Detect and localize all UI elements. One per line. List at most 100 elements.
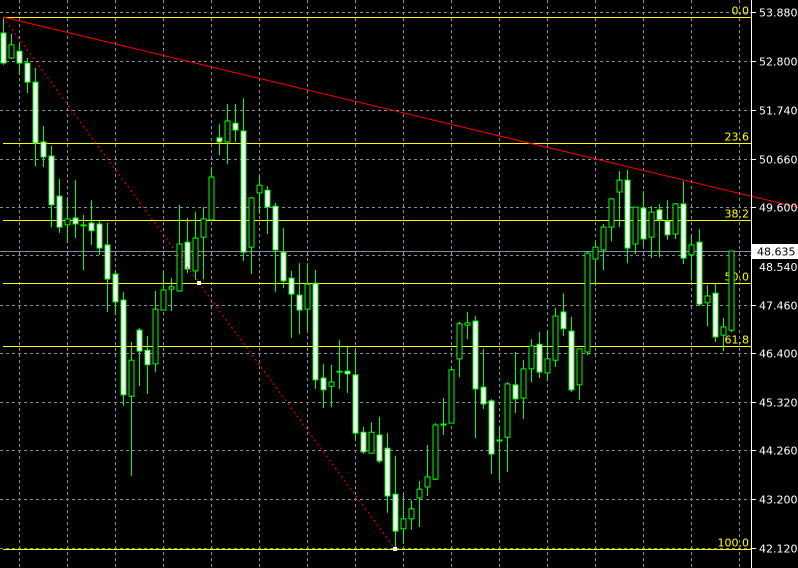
bearish-candle (280, 251, 287, 282)
candles (0, 17, 735, 549)
bullish-candle (328, 381, 335, 387)
bullish-candle (584, 252, 591, 353)
bearish-candle (240, 130, 247, 253)
fib-level-label: 38.2 (725, 208, 750, 221)
bullish-candle (608, 198, 615, 228)
bearish-candle (184, 241, 191, 270)
bearish-candle (144, 349, 151, 366)
price-tick-label: 53.880 (759, 7, 798, 20)
current-price-tag: 48.635 (752, 244, 798, 259)
bullish-candle (464, 322, 471, 326)
fib-level-label: 50.0 (725, 271, 750, 284)
bearish-candle (264, 189, 271, 208)
bearish-candle (696, 241, 703, 305)
bullish-candle (504, 383, 511, 438)
bearish-candle (32, 81, 39, 144)
bearish-candle (472, 320, 479, 390)
bullish-candle (168, 286, 175, 290)
fib-level-label: 100.0 (718, 537, 750, 550)
bullish-candle (720, 326, 727, 336)
current-price-label: 48.635 (757, 246, 796, 259)
bullish-candle (448, 369, 455, 424)
bullish-candle (592, 246, 599, 260)
fibonacci-retracement[interactable]: 0.0 23.6 38.2 50.0 61.8 100.0 (0, 5, 751, 550)
price-axis[interactable]: 53.880 52.800 51.740 50.660 49.600 48.540 47.4… (752, 7, 798, 556)
bullish-candle (208, 176, 215, 221)
bearish-candle (360, 431, 367, 453)
price-tick-label: 42.120 (759, 543, 798, 556)
bearish-candle (352, 374, 359, 434)
bullish-candle (632, 206, 639, 245)
bearish-candle (640, 207, 647, 240)
bearish-candle (216, 137, 223, 143)
bullish-candle (160, 289, 167, 311)
bullish-candle (64, 218, 71, 226)
bearish-candle (56, 195, 63, 228)
bearish-candle (440, 423, 447, 426)
bearish-candle (120, 299, 127, 396)
bearish-candle (312, 282, 319, 381)
bullish-candle (248, 197, 255, 248)
bearish-candle (288, 277, 295, 295)
bullish-candle (600, 226, 607, 251)
bullish-candle (520, 368, 527, 399)
bearish-candle (320, 377, 327, 391)
bearish-candle (88, 222, 95, 232)
bearish-candle (96, 223, 103, 249)
price-tick-label: 49.600 (759, 202, 798, 215)
bullish-candle (368, 431, 375, 454)
bearish-candle (512, 384, 519, 400)
bullish-candle (544, 358, 551, 374)
bearish-candle (376, 434, 383, 462)
bullish-candle (648, 211, 655, 238)
price-tick-label: 46.400 (759, 348, 798, 361)
price-tick-label: 50.660 (759, 154, 798, 167)
bearish-candle (80, 224, 87, 227)
bullish-candle (176, 243, 183, 292)
bullish-candle (8, 44, 15, 59)
bearish-candle (488, 400, 495, 455)
bearish-candle (392, 493, 399, 532)
bearish-candle (296, 294, 303, 311)
bearish-candle (232, 122, 239, 131)
bullish-candle (304, 283, 311, 310)
bearish-candle (40, 141, 47, 158)
bearish-candle (24, 62, 31, 83)
bearish-candle (680, 203, 687, 259)
bearish-candle (104, 244, 111, 280)
bullish-candle (576, 348, 583, 386)
bullish-candle (704, 295, 711, 304)
bearish-candle (272, 205, 279, 251)
drawn-lines[interactable] (2, 16, 798, 551)
bullish-candle (456, 323, 463, 360)
bullish-candle (192, 237, 199, 272)
bearish-candle (624, 179, 631, 249)
bullish-candle (432, 424, 439, 480)
fib-level-label: 0.0 (732, 5, 750, 18)
fib-midpoint-handle (197, 280, 201, 285)
bearish-candle (664, 220, 671, 236)
bullish-candle (256, 184, 263, 194)
bullish-candle (200, 218, 207, 238)
bullish-candle (728, 250, 735, 331)
fib-level-label: 23.6 (725, 131, 750, 144)
bearish-candle (568, 330, 575, 391)
bearish-candle (560, 311, 567, 330)
bullish-candle (400, 518, 407, 530)
bullish-candle (616, 179, 623, 193)
bearish-candle (136, 329, 143, 352)
fib-endpoint-handle (393, 546, 397, 551)
trend-line (2, 16, 798, 208)
bearish-candle (344, 370, 351, 375)
bullish-candle (672, 203, 679, 235)
bullish-candle (336, 370, 343, 373)
price-tick-label: 43.200 (759, 494, 798, 507)
bullish-candle (496, 439, 503, 442)
bearish-candle (656, 209, 663, 221)
bullish-candle (128, 359, 135, 397)
bearish-candle (48, 155, 55, 206)
bullish-candle (416, 488, 423, 499)
bullish-candle (224, 120, 231, 143)
bullish-candle (688, 244, 695, 256)
